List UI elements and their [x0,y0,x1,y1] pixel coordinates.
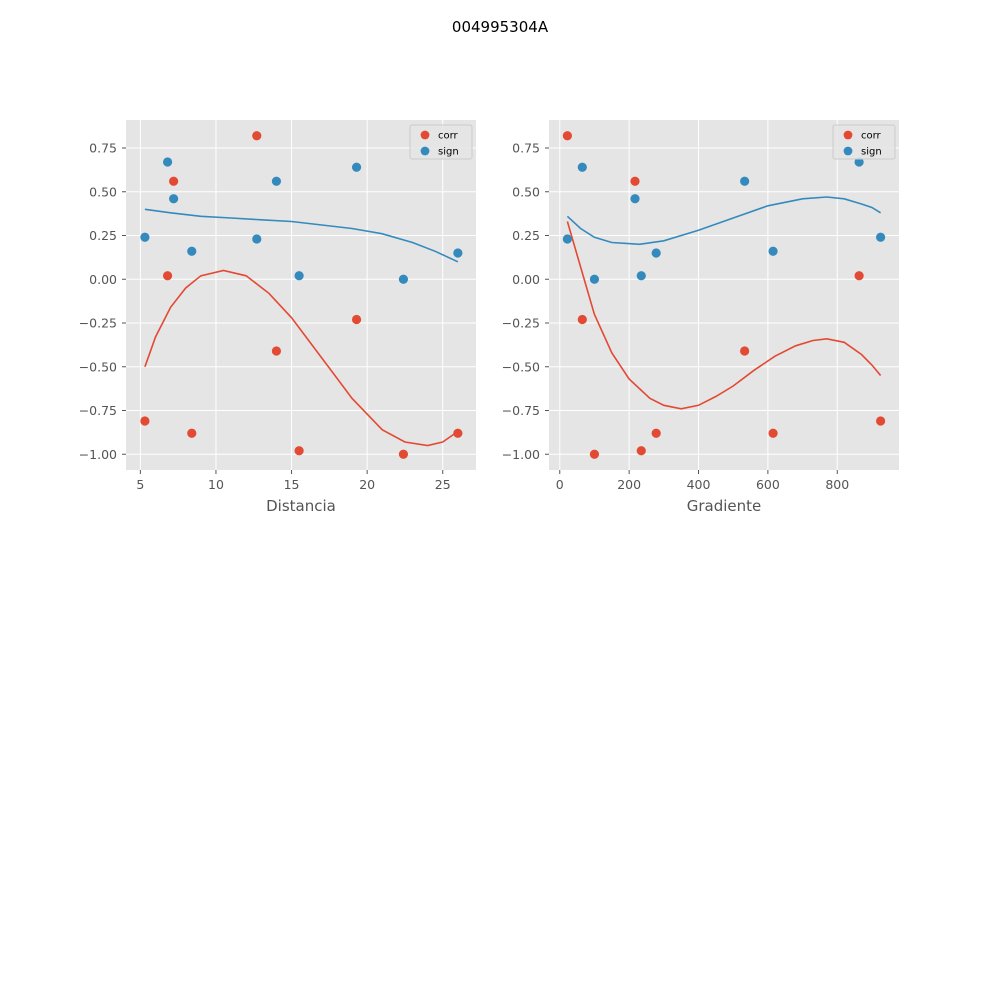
fit-line-corr [566,221,882,410]
data-point-sign [589,274,600,284]
y-tick-label: −0.25 [502,316,540,331]
legend-label-corr: corr [438,131,459,142]
data-point-sign [252,234,262,244]
data-point-sign [351,162,362,172]
data-point-corr [398,449,409,459]
y-tick-label: −1.00 [79,447,117,462]
data-point-sign [876,232,886,242]
y-tick-label: 0.00 [512,272,540,287]
data-point-corr [294,446,304,456]
data-point-sign [636,271,646,281]
legend-marker-sign [420,146,430,156]
data-point-sign [740,176,750,186]
data-point-corr [768,428,778,438]
fit-line-corr [144,269,459,447]
y-tick-label: 0.25 [89,228,117,243]
data-point-sign [768,246,778,256]
data-point-sign [854,157,864,167]
data-point-sign [630,194,640,204]
y-tick-label: 0.75 [89,141,117,156]
fit-line-sign [144,208,459,263]
gradiente-plot: 0 200 400 600 800 −1.00 −0.75 −0.50 −0.25 0.00 0.2… [502,120,899,515]
data-point-sign [162,157,173,167]
data-point-sign [577,162,587,172]
x-tick-label: 400 [687,477,711,492]
data-point-sign [187,246,197,256]
y-tick-label: −0.75 [502,403,540,418]
legend-marker-corr [420,130,430,140]
data-point-corr [271,346,282,356]
legend-label-corr: corr [861,131,882,142]
data-point-corr [876,416,886,426]
data-point-sign [562,234,572,244]
x-tick-label: 10 [208,477,224,492]
data-point-sign [271,176,282,186]
data-point-sign [453,248,463,258]
legend-label-sign: sign [438,147,459,158]
data-point-corr [453,428,463,438]
y-tick-label: −0.25 [79,316,117,331]
y-tick-label: 0.25 [512,228,540,243]
data-point-corr [636,446,646,456]
fit-line-sign [566,196,882,246]
data-point-corr [140,416,150,426]
y-tick-label: −1.00 [502,447,540,462]
x-tick-label: 0 [556,477,564,492]
data-point-corr [651,428,661,438]
data-point-corr [577,314,587,325]
y-tick-label: −0.50 [502,359,540,374]
y-tick-label: −0.50 [79,359,117,374]
data-point-sign [651,248,661,258]
x-tick-label: 600 [756,477,780,492]
data-point-corr [630,176,640,186]
x-tick-label: 5 [136,477,144,492]
data-point-corr [740,346,750,356]
legend-marker-corr [843,130,853,140]
y-tick-label: 0.50 [89,184,117,199]
x-tick-label: 800 [825,477,849,492]
data-point-sign [294,271,304,281]
x-tick-label: 20 [359,477,375,492]
figure-title: 004995304A [452,18,549,36]
data-point-sign [169,194,179,204]
distancia-plot: 5 10 15 20 25 −1.00 −0.75 −0.50 −0.25 0.00 0.25 0.5… [79,120,476,515]
plot-area [549,120,899,470]
x-tick-label: 200 [617,477,641,492]
y-tick-label: −0.75 [79,403,117,418]
legend-marker-sign [843,146,853,156]
data-point-corr [589,449,600,459]
data-point-corr [162,271,173,281]
data-point-corr [252,131,262,141]
x-tick-label: 25 [435,477,451,492]
y-tick-label: 0.00 [89,272,117,287]
data-point-corr [854,271,864,281]
data-point-corr [351,314,362,325]
data-point-corr [169,176,179,186]
x-axis-label: Gradiente [687,497,762,515]
data-point-corr [562,131,572,141]
data-point-sign [140,232,150,242]
x-tick-label: 15 [284,477,300,492]
y-tick-label: 0.75 [512,141,540,156]
y-tick-label: 0.50 [512,184,540,199]
x-axis-label: Distancia [266,497,336,515]
data-point-sign [398,274,409,284]
data-point-corr [187,428,197,438]
legend-label-sign: sign [861,147,882,158]
plot-area [126,120,476,470]
